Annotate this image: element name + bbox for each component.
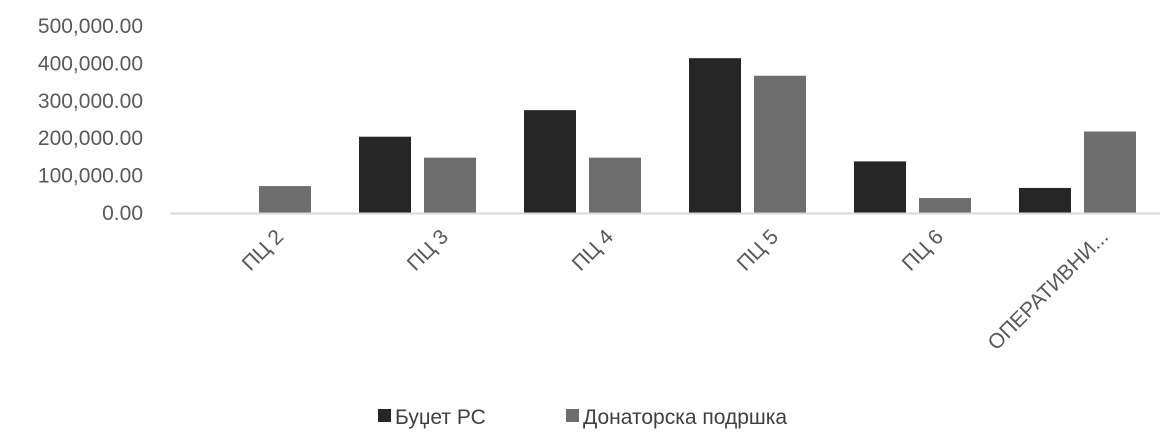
y-tick-label: 300,000.00	[38, 90, 143, 113]
y-tick-label: 100,000.00	[38, 165, 143, 188]
y-tick-label: 0.00	[102, 202, 143, 225]
bar	[1019, 187, 1071, 213]
bar	[689, 58, 741, 213]
legend-swatch	[378, 409, 391, 422]
x-tick-label: ПЦ 5	[733, 225, 783, 275]
x-tick-label: ПЦ 2	[238, 225, 288, 275]
bar	[424, 157, 476, 213]
x-axis-ticks: ПЦ 2 ПЦ 3 ПЦ 4 ПЦ 5 ПЦ 6 ОПЕРАТИВНИ...	[238, 225, 1113, 355]
bar	[524, 110, 576, 213]
y-tick-label: 500,000.00	[38, 15, 143, 38]
x-tick-label: ПЦ 6	[898, 225, 948, 275]
bar	[754, 75, 806, 213]
legend-label: Буџет РС	[395, 406, 486, 429]
x-tick-label: ПЦ 3	[403, 225, 453, 275]
bar	[919, 198, 971, 213]
y-tick-label: 400,000.00	[38, 52, 143, 75]
y-axis-ticks: 0.00 100,000.00 200,000.00 300,000.00 400,00…	[38, 15, 143, 225]
legend-label: Донаторска подршка	[583, 406, 787, 429]
bar	[359, 136, 411, 213]
legend: Буџет РС Донаторска подршка	[378, 406, 787, 429]
bar	[1084, 131, 1136, 213]
x-tick-label: ОПЕРАТИВНИ...	[984, 225, 1113, 354]
bars-group	[259, 58, 1136, 213]
legend-swatch	[566, 409, 579, 422]
y-tick-label: 200,000.00	[38, 127, 143, 150]
bar	[854, 161, 906, 213]
bar	[589, 157, 641, 213]
bar	[259, 186, 311, 213]
x-tick-label: ПЦ 4	[568, 225, 619, 276]
